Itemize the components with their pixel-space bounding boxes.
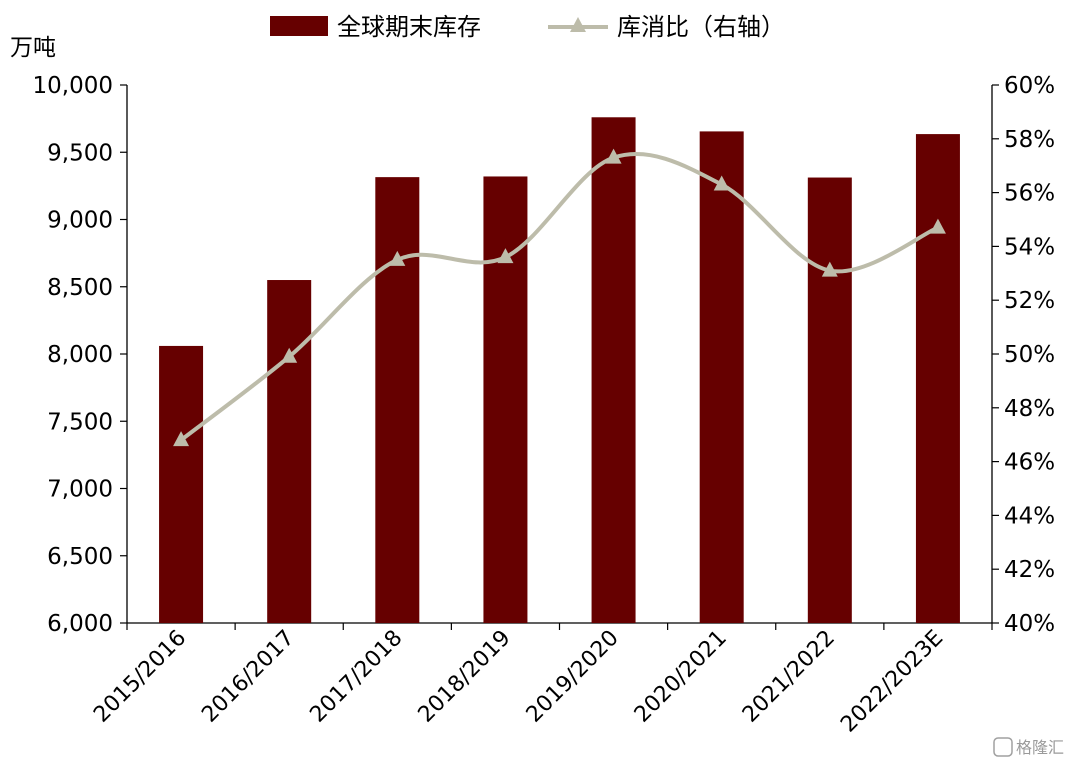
bar <box>807 177 852 623</box>
watermark: 格隆汇 <box>993 737 1064 757</box>
x-tick-label: 2016/2017 <box>197 626 299 728</box>
bar <box>699 131 744 623</box>
legend-bar-label: 全球期末库存 <box>337 13 481 41</box>
line-point-marker <box>605 148 622 164</box>
legend: 全球期末库存 库消比（右轴） <box>270 13 785 41</box>
legend-line-marker <box>570 17 586 32</box>
bar <box>267 280 312 623</box>
x-tick-label: 2015/2016 <box>89 626 191 728</box>
y-right-tick-label: 48% <box>1004 396 1055 422</box>
y-right-tick-label: 58% <box>1004 127 1055 153</box>
line-point-marker <box>929 218 946 234</box>
y-left-tick-label: 10,000 <box>33 73 113 99</box>
y-left-tick-label: 7,000 <box>47 477 113 503</box>
axes <box>120 84 999 630</box>
x-tick-label: 2019/2020 <box>522 626 624 728</box>
line-point-marker <box>713 175 730 191</box>
y-right-tick-label: 60% <box>1004 73 1055 99</box>
bar <box>483 176 528 623</box>
x-tick-label: 2021/2022 <box>738 626 840 728</box>
y-right-tick-label: 40% <box>1004 611 1055 637</box>
y-left-tick-label: 7,500 <box>47 409 113 435</box>
x-tick-label: 2020/2021 <box>630 626 732 728</box>
watermark-text: 格隆汇 <box>1016 738 1064 757</box>
y-left-tick-label: 6,500 <box>47 544 113 570</box>
y-left-tick-label: 6,000 <box>47 611 113 637</box>
legend-line-label: 库消比（右轴） <box>617 13 785 41</box>
x-tick-labels: 2015/2016 2016/2017 2017/2018 2018/2019 2019… <box>89 626 948 738</box>
legend-bar-swatch <box>270 16 328 36</box>
line-series <box>173 148 946 447</box>
line-point-marker <box>497 248 514 264</box>
y-left-tick-label: 9,000 <box>47 208 113 234</box>
y-left-unit-label: 万吨 <box>10 35 56 61</box>
y-right-tick-label: 42% <box>1004 557 1055 583</box>
x-tick-label: 2022/2023E <box>836 626 948 738</box>
y-right-tick-label: 56% <box>1004 181 1055 207</box>
bar-series <box>159 117 960 623</box>
y-right-tick-label: 52% <box>1004 288 1055 314</box>
bar <box>375 177 420 623</box>
y-right-tick-label: 46% <box>1004 450 1055 476</box>
watermark-icon <box>993 737 1013 757</box>
x-tick-label: 2018/2019 <box>414 626 516 728</box>
y-right-tick-label: 44% <box>1004 503 1055 529</box>
y-right-tick-label: 54% <box>1004 234 1055 260</box>
line-point-marker <box>173 431 190 447</box>
bar <box>159 345 204 623</box>
y-left-tick-label: 8,000 <box>47 342 113 368</box>
line-point-marker <box>821 261 838 277</box>
y-left-tick-label: 9,500 <box>47 140 113 166</box>
bar <box>915 134 960 623</box>
y-right-tick-labels: 40% 42% 44% 46% 48% 50% 52% 54% 56% 58% 60% <box>1004 73 1055 637</box>
x-tick-label: 2017/2018 <box>305 626 407 728</box>
bar <box>591 117 636 623</box>
y-right-tick-label: 50% <box>1004 342 1055 368</box>
y-left-tick-labels: 6,000 6,500 7,000 7,500 8,000 8,500 9,000 9,500… <box>33 73 113 637</box>
line-point-marker <box>389 250 406 266</box>
y-left-tick-label: 8,500 <box>47 275 113 301</box>
line-point-marker <box>281 347 298 363</box>
line-path <box>179 152 939 442</box>
